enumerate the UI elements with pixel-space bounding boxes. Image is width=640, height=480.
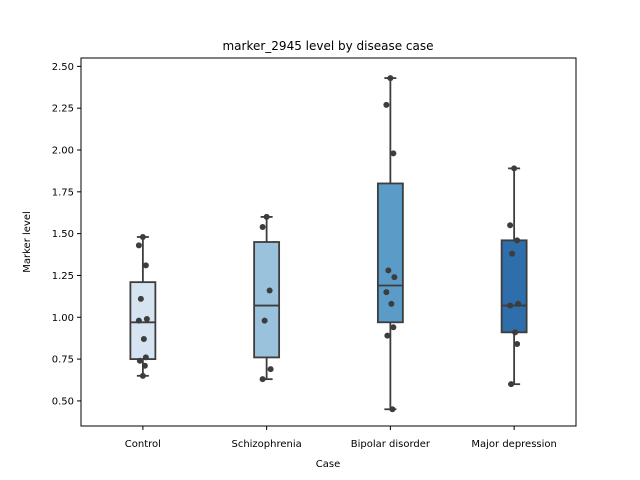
y-axis: 0.50 0.75 1.00 1.25 1.50 1.75 2.00 2.25 2.50: [52, 62, 81, 407]
y-tick-label: 0.75: [52, 355, 74, 366]
data-point: [391, 274, 398, 281]
chart-title: marker_2945 level by disease case: [222, 39, 433, 53]
x-tick-label: Bipolar disorder: [351, 439, 431, 450]
y-tick-label: 1.50: [52, 229, 74, 240]
data-point: [142, 354, 149, 361]
data-point: [507, 302, 514, 309]
y-tick-label: 2.00: [52, 146, 74, 157]
data-point: [509, 250, 516, 257]
data-point: [135, 242, 142, 249]
box-major-depression: [500, 167, 528, 386]
data-point: [135, 317, 142, 324]
data-point: [259, 376, 266, 383]
x-axis: Control Schizophrenia Bipolar disorder Majo…: [125, 426, 557, 450]
data-point: [514, 341, 521, 348]
x-axis-label: Case: [316, 459, 340, 470]
y-tick-label: 1.25: [52, 271, 74, 282]
x-tick-label: Control: [125, 439, 161, 450]
data-point: [136, 357, 143, 364]
boxes-layer: [129, 77, 528, 411]
plot-area: [80, 57, 577, 427]
data-point: [261, 317, 268, 324]
box-control: [129, 236, 157, 377]
points-layer: [135, 75, 522, 413]
data-point: [514, 237, 521, 244]
data-point: [390, 324, 397, 331]
data-point: [267, 366, 274, 373]
data-point: [507, 222, 514, 229]
box-body: [376, 182, 404, 324]
data-point: [139, 372, 146, 379]
data-point: [511, 165, 518, 172]
plot-frame: [80, 57, 577, 427]
box-body: [253, 241, 281, 359]
data-point: [383, 289, 390, 296]
data-point: [384, 332, 391, 339]
data-point: [385, 267, 392, 274]
box-schizophrenia: [253, 216, 281, 381]
y-tick-label: 2.25: [52, 104, 74, 115]
data-point: [515, 300, 522, 307]
data-point: [141, 362, 148, 369]
data-point: [390, 150, 397, 157]
x-tick-label: Schizophrenia: [231, 439, 301, 450]
data-point: [512, 329, 519, 336]
x-tick-label: Major depression: [471, 439, 557, 450]
y-axis-label: Marker level: [22, 211, 33, 273]
data-point: [259, 223, 266, 230]
data-point: [266, 287, 273, 294]
data-point: [383, 101, 390, 108]
data-point: [508, 381, 515, 388]
data-point: [263, 213, 270, 220]
y-tick-label: 1.75: [52, 187, 74, 198]
data-point: [140, 336, 147, 343]
data-point: [143, 315, 150, 322]
y-tick-label: 0.50: [52, 396, 74, 407]
data-point: [142, 262, 149, 269]
y-tick-label: 2.50: [52, 62, 74, 73]
box-bipolar-disorder: [376, 77, 404, 411]
y-tick-label: 1.00: [52, 313, 74, 324]
data-point: [389, 406, 396, 413]
data-point: [388, 300, 395, 307]
data-point: [387, 75, 394, 82]
box-body: [129, 281, 157, 360]
data-point: [137, 295, 144, 302]
data-point: [139, 233, 146, 240]
